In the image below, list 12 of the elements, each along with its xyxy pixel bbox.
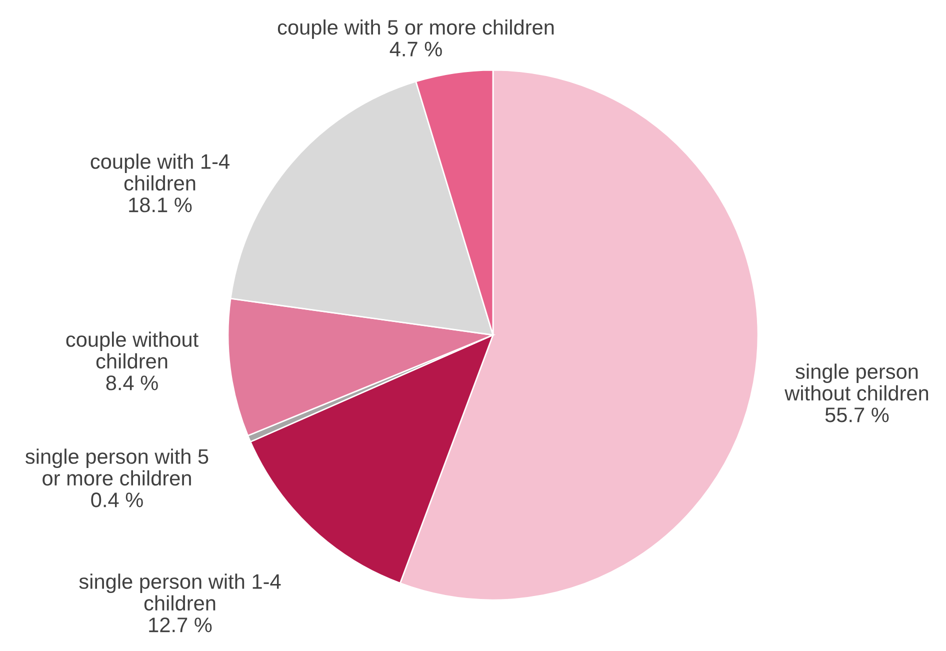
data-label: 18.1 % xyxy=(129,198,192,212)
slice-label: couple with 5 or more children xyxy=(278,19,554,39)
data-label: 12.7 % xyxy=(149,618,212,632)
slice-label: couple without children xyxy=(66,332,198,369)
slice-label: couple with 1-4 children xyxy=(90,154,230,191)
slice-label: single person with 5 or more children xyxy=(26,448,208,486)
data-label: 8.4 % xyxy=(106,376,158,390)
slice-label: single person with 1-4 children xyxy=(79,574,281,611)
slice-label: single person without children xyxy=(784,364,928,401)
data-label: 55.7 % xyxy=(825,408,889,422)
data-label: 0.4 % xyxy=(91,492,143,508)
data-label: 4.7 % xyxy=(390,42,442,56)
